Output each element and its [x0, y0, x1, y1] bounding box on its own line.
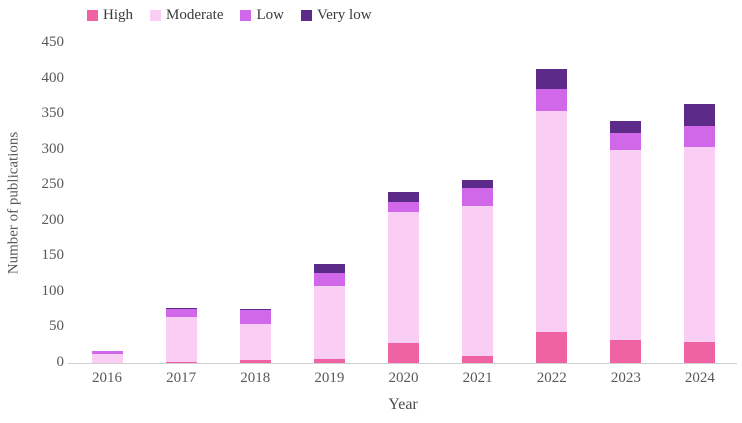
- bar-stack: [91, 351, 123, 363]
- chart-legend: High Moderate Low Very low: [87, 7, 389, 24]
- bar-segment-moderate: [165, 316, 197, 363]
- x-tick-label: 2023: [610, 370, 641, 386]
- x-tick-label: 2024: [684, 370, 715, 386]
- bar-column-2021: 2021: [441, 43, 515, 386]
- x-tick-label: 2022: [536, 370, 567, 386]
- x-axis-line: [68, 363, 737, 364]
- bar-segment-low: [239, 310, 271, 324]
- legend-label: Low: [256, 7, 284, 23]
- bar-segment-low: [165, 309, 197, 317]
- legend-swatch-icon: [300, 10, 312, 21]
- bar-column-2024: 2024: [663, 43, 737, 386]
- bar-column-2016: 2016: [70, 43, 144, 386]
- bar-segment-high: [536, 331, 568, 363]
- legend-item-very-low: Very low: [300, 7, 372, 24]
- legend-item-moderate: Moderate: [150, 7, 223, 24]
- y-tick-label: 150: [41, 247, 65, 264]
- legend-label: Very low: [316, 7, 372, 23]
- bar-segment-moderate: [91, 353, 123, 363]
- bar-column-2020: 2020: [366, 43, 440, 386]
- x-tick-label: 2016: [92, 370, 123, 386]
- bar-segment-moderate: [610, 150, 642, 341]
- bar-segment-high: [165, 362, 197, 363]
- bar-segment-low: [684, 125, 716, 147]
- x-tick-label: 2021: [462, 370, 493, 386]
- x-tick-label: 2018: [240, 370, 271, 386]
- plot-area: 2016 2017 2018 2019 2020 2021 2022 2023 2024: [70, 43, 737, 386]
- bar-column-2019: 2019: [292, 43, 366, 386]
- bar-segment-very-low: [165, 307, 197, 310]
- bar-segment-very-low: [684, 103, 716, 126]
- bar-stack: [313, 264, 345, 363]
- bar-stack: [536, 68, 568, 363]
- bar-segment-very-low: [239, 309, 271, 311]
- y-tick-label: 300: [41, 140, 65, 157]
- bar-segment-high: [387, 343, 419, 363]
- bar-stack: [387, 192, 419, 363]
- bar-segment-very-low: [462, 179, 494, 189]
- bar-column-2017: 2017: [144, 43, 218, 386]
- bar-segment-moderate: [462, 205, 494, 356]
- y-tick-label: 100: [41, 283, 65, 300]
- bar-stack: [462, 179, 494, 363]
- bar-segment-low: [313, 273, 345, 286]
- y-tick-label: 350: [41, 105, 65, 122]
- y-tick-label: 200: [41, 211, 65, 228]
- y-tick-label: 400: [41, 69, 65, 86]
- bar-segment-moderate: [239, 323, 271, 361]
- x-tick-label: 2019: [314, 370, 345, 386]
- bar-segment-moderate: [387, 211, 419, 344]
- y-tick-label: 50: [49, 318, 64, 335]
- bar-segment-moderate: [313, 285, 345, 359]
- legend-swatch-icon: [240, 10, 252, 21]
- bar-segment-low: [91, 351, 123, 354]
- bar-segment-low: [387, 202, 419, 212]
- y-tick-label: 0: [56, 354, 65, 371]
- legend-swatch-icon: [87, 10, 98, 21]
- bar-segment-high: [462, 355, 494, 363]
- legend-item-low: Low: [240, 7, 284, 24]
- bar-segment-moderate: [536, 110, 568, 332]
- bar-stack: [165, 307, 197, 363]
- bar-segment-low: [610, 133, 642, 151]
- legend-label: High: [103, 7, 133, 23]
- y-tick-label: 250: [41, 176, 65, 193]
- bar-segment-very-low: [536, 68, 568, 89]
- y-tick-label: 450: [41, 34, 65, 51]
- legend-label: Moderate: [166, 7, 224, 23]
- bar-segment-moderate: [684, 146, 716, 342]
- bar-segment-very-low: [610, 121, 642, 134]
- bar-segment-high: [684, 341, 716, 363]
- bar-segment-low: [536, 88, 568, 111]
- bar-column-2022: 2022: [515, 43, 589, 386]
- bar-segment-low: [462, 188, 494, 206]
- bar-stack: [239, 309, 271, 363]
- x-axis-title: Year: [388, 396, 418, 413]
- bar-segment-high: [239, 360, 271, 363]
- legend-swatch-icon: [150, 10, 161, 21]
- bar-column-2023: 2023: [589, 43, 663, 386]
- bar-segment-very-low: [313, 264, 345, 274]
- bar-segment-very-low: [387, 192, 419, 203]
- legend-item-high: High: [87, 7, 133, 24]
- bar-segment-high: [313, 358, 345, 363]
- x-tick-label: 2020: [388, 370, 419, 386]
- x-tick-label: 2017: [166, 370, 197, 386]
- bar-stack: [610, 121, 642, 363]
- bar-stack: [684, 103, 716, 363]
- bar-segment-high: [610, 340, 642, 363]
- bar-column-2018: 2018: [218, 43, 292, 386]
